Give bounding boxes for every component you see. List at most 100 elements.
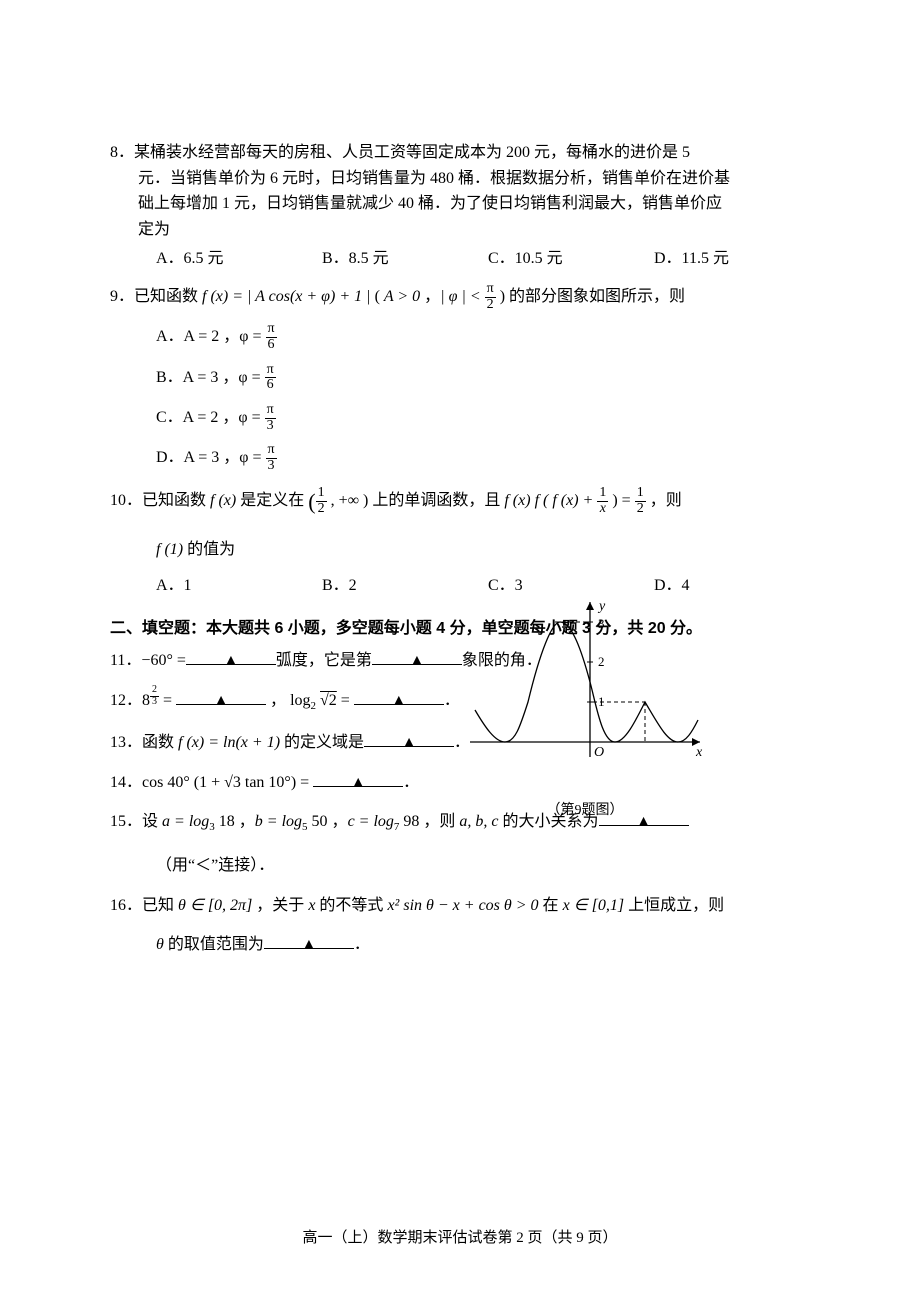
q8-l1: 某桶装水经营部每天的房租、人员工资等固定成本为 200 元，每桶水的进价是 5 — [134, 144, 690, 161]
q14-expr: cos 40° (1 + √3 tan 10°) = — [142, 774, 309, 791]
q12-eq: = — [159, 692, 176, 709]
q9-optB-frac: π6 — [265, 363, 276, 393]
q12-eq2: = — [337, 692, 354, 709]
tick-2: 2 — [598, 654, 605, 669]
q9-cond2-pre: | φ | < — [440, 288, 484, 305]
q15-a-arg: 18 — [215, 813, 235, 830]
q8-l4: 定为 — [110, 217, 820, 243]
question-16: 16．已知 θ ∈ [0, 2π] ，关于 x 的不等式 x² sin θ − … — [110, 893, 820, 958]
tick-3: 3 — [598, 616, 605, 631]
question-8: 8．某桶装水经营部每天的房租、人员工资等固定成本为 200 元，每桶水的进价是 … — [110, 140, 820, 272]
q11-pre: −60° = — [141, 652, 185, 669]
q16-mid2: 的不等式 — [315, 897, 387, 914]
q12-sub: 2 — [311, 700, 317, 712]
q9-optB-pre: B．A = 3 ，φ = — [156, 369, 265, 386]
q15-a: a = log — [162, 813, 209, 830]
q8-opt-b: B．8.5 元 — [322, 246, 488, 272]
q9-cond2-frac: π2 — [485, 282, 496, 312]
q16-l2a: θ — [156, 936, 164, 953]
q9-sep: ， — [420, 288, 440, 305]
q12-sqrt: √2 — [320, 692, 337, 709]
q10-lparen: ( — [308, 489, 315, 514]
q16-blank: ▲ — [264, 932, 354, 949]
q10-tail: ，则 — [646, 492, 682, 509]
q15-num: 15． — [110, 813, 142, 830]
q9-optA-pre: A．A = 2 ，φ = — [156, 328, 266, 345]
q8-opt-d: D．11.5 元 — [654, 246, 820, 272]
q10-mid1: 是定义在 — [236, 492, 308, 509]
question-9: 9．已知函数 f (x) = | A cos(x + φ) + 1 | ( A … — [110, 282, 820, 474]
q10-mid2: 上的单调函数，且 — [368, 492, 504, 509]
q12-dot: ． — [444, 692, 460, 709]
axis-y-label: y — [597, 599, 606, 614]
q15-sep1: ， — [235, 813, 255, 830]
q9-post: 的部分图象如图所示，则 — [509, 288, 685, 305]
q10-eq-m: ) = — [608, 492, 634, 509]
q16-num: 16． — [110, 897, 142, 914]
q8-options: A．6.5 元 B．8.5 元 C．10.5 元 D．11.5 元 — [110, 246, 820, 272]
q9-paren-close: ) — [496, 288, 509, 305]
q9-optC-frac: π3 — [265, 403, 276, 433]
q9-options: A．A = 2 ，φ = π6 B．A = 3 ，φ = π6 C．A = 2 … — [110, 322, 820, 474]
q9-fx: f (x) = | A cos(x + φ) + 1 | — [202, 288, 371, 305]
q15-c: c = log — [348, 813, 394, 830]
q9-cond1: A > 0 — [384, 288, 420, 305]
q16-th: θ ∈ [0, 2π] — [178, 897, 252, 914]
q8-l3: 础上每增加 1 元，日均销售量就减少 40 桶．为了使日均销售利润最大，销售单价… — [110, 191, 820, 217]
q11-num: 11． — [110, 652, 141, 669]
q8-opt-a: A．6.5 元 — [156, 246, 322, 272]
q10-int-frac: 12 — [316, 486, 327, 516]
q10-opt-a: A．1 — [156, 573, 322, 599]
q15-mid: ，则 — [419, 813, 459, 830]
q16-mid3: 在 — [539, 897, 563, 914]
q13-fx: f (x) = ln(x + 1) — [178, 734, 280, 751]
q9-num: 9． — [110, 288, 134, 305]
q9-optD-pre: D．A = 3 ，φ = — [156, 449, 266, 466]
q15-sep2: ， — [328, 813, 348, 830]
q15-b: b = log — [255, 813, 302, 830]
q11-blank1: ▲ — [186, 648, 276, 665]
q8-num: 8． — [110, 144, 134, 161]
q10-pre: 已知函数 — [142, 492, 210, 509]
q10-l2-pre: f (1) — [156, 541, 183, 558]
question-10: 10．已知函数 f (x) 是定义在 (12 , +∞ ) 上的单调函数，且 f… — [110, 484, 820, 598]
q16-mid: ，关于 — [252, 897, 308, 914]
q16-ineq: x² sin θ − x + cos θ > 0 — [387, 897, 538, 914]
q9-optD-frac: π3 — [266, 443, 277, 473]
q10-eq-frac2: 12 — [635, 486, 646, 516]
q8-l2: 元．当销售单价为 6 元时，日均销售量为 480 桶．根据数据分析，销售单价在进… — [110, 166, 820, 192]
figure-9: y x O 1 2 3 （第9题图） — [460, 592, 710, 812]
q12-exp: 23 — [150, 685, 159, 707]
q12-log: log — [290, 692, 310, 709]
q13-blank: ▲ — [364, 730, 454, 747]
q11-blank2: ▲ — [372, 648, 462, 665]
q12-num: 12． — [110, 692, 142, 709]
q15-l2: （用“＜”连接）． — [110, 853, 820, 879]
q12-base: 8 — [142, 692, 150, 709]
q9-paren-open: ( — [371, 288, 384, 305]
q15-pre: 设 — [142, 813, 162, 830]
q16-l2b: 的取值范围为 — [164, 936, 264, 953]
q13-post: 的定义域是 — [280, 734, 364, 751]
q12-blank2: ▲ — [354, 688, 444, 705]
q12-blank1: ▲ — [176, 688, 266, 705]
q16-dom: x ∈ [0,1] — [563, 897, 625, 914]
q12-sep: ， — [266, 692, 290, 709]
q9-optA-frac: π6 — [266, 322, 277, 352]
tick-1: 1 — [598, 694, 605, 709]
q10-eq-l: f (x) f ( f (x) + — [504, 492, 597, 509]
q16-post: 上恒成立，则 — [624, 897, 724, 914]
q16-pre: 已知 — [142, 897, 178, 914]
q16-dot: ． — [354, 936, 370, 953]
q14-dot: ． — [403, 774, 419, 791]
q9-optC-pre: C．A = 2 ，φ = — [156, 409, 265, 426]
origin-label: O — [594, 745, 604, 760]
q13-num: 13． — [110, 734, 142, 751]
q11-mid: 弧度，它是第 — [276, 652, 372, 669]
q14-num: 14． — [110, 774, 142, 791]
q10-eq-frac1: 1x — [597, 486, 608, 516]
q9-pre: 已知函数 — [134, 288, 202, 305]
q10-l2-post: 的值为 — [183, 541, 235, 558]
page-footer: 高一（上）数学期末评估试卷第 2 页（共 9 页） — [0, 1226, 920, 1250]
axis-x-label: x — [695, 745, 703, 760]
